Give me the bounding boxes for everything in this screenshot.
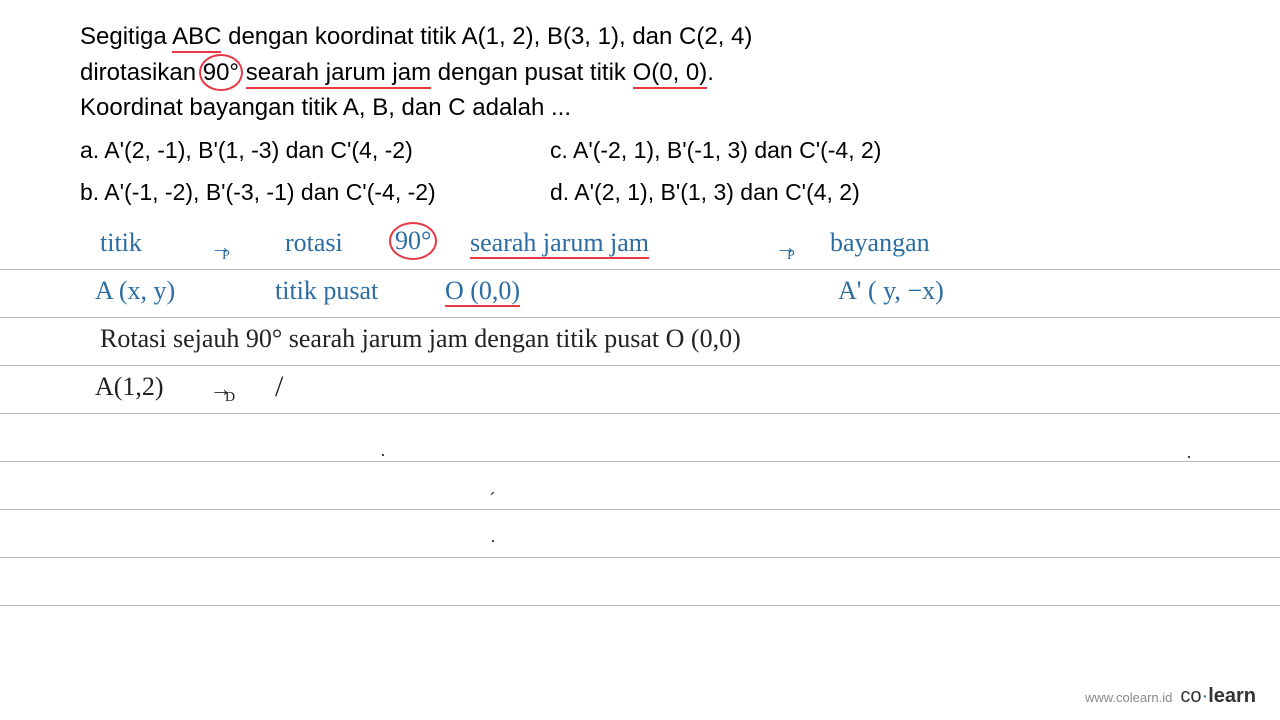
hw-titik: titik [100, 228, 142, 258]
hw-rotasi: rotasi [285, 228, 343, 258]
hw-aprime: A' ( y, −x) [838, 276, 944, 306]
ruled-line-7: · [0, 510, 1280, 558]
q1-pre: Segitiga [80, 23, 172, 50]
ruled-line-1: titik → P rotasi 90° searah jarum jam → … [0, 222, 1280, 270]
hw-searah: searah jarum jam [470, 228, 649, 258]
ruled-line-4: A(1,2) → D / [0, 366, 1280, 414]
hw-titik-pusat: titik pusat [275, 276, 378, 306]
hw-a12: A(1,2) [95, 372, 164, 402]
hw-rotasi-line: Rotasi sejauh 90° searah jarum jam denga… [100, 324, 741, 354]
hw-o00: O (0,0) [445, 276, 520, 306]
options-row-1: a. A'(2, -1), B'(1, -3) dan C'(4, -2) c.… [80, 133, 1200, 168]
option-c: c. A'(-2, 1), B'(-1, 3) dan C'(-4, 2) [550, 133, 1200, 168]
handwriting-area: titik → P rotasi 90° searah jarum jam → … [0, 222, 1280, 654]
q2-pre: dirotasikan [80, 59, 203, 86]
q2-post: dengan pusat titik [431, 59, 632, 86]
mark-3: · [490, 530, 496, 551]
mark-2: ´ [490, 490, 496, 511]
brand-co: co [1180, 685, 1201, 707]
option-a: a. A'(2, -1), B'(1, -3) dan C'(4, -2) [80, 133, 550, 168]
ruled-line-9 [0, 606, 1280, 654]
q2-angle-circled: 90° [203, 56, 239, 90]
q2-pusat: O(0, 0) [633, 59, 708, 89]
ruled-line-2: A (x, y) titik pusat O (0,0) A' ( y, −x) [0, 270, 1280, 318]
hw-sub-p2: P [787, 248, 795, 264]
footer-url: www.colearn.id [1085, 690, 1172, 705]
brand-learn: learn [1208, 685, 1256, 707]
hw-sub-d: D [225, 390, 235, 406]
question-line-1: Segitiga ABC dengan koordinat titik A(1,… [80, 20, 1200, 54]
q1-post: dengan koordinat titik A(1, 2), B(3, 1),… [221, 23, 752, 50]
ruled-line-6: ´ [0, 462, 1280, 510]
hw-angle-circle: 90° [395, 226, 431, 256]
question-line-3: Koordinat bayangan titik A, B, dan C ada… [80, 91, 1200, 125]
question-line-2: dirotasikan 90° searah jarum jam dengan … [80, 56, 1200, 90]
q2-end: . [707, 59, 714, 86]
ruled-line-3: Rotasi sejauh 90° searah jarum jam denga… [0, 318, 1280, 366]
hw-sub-p1: P [222, 248, 230, 264]
option-d: d. A'(2, 1), B'(1, 3) dan C'(4, 2) [550, 175, 1200, 210]
options-row-2: b. A'(-1, -2), B'(-3, -1) dan C'(-4, -2)… [80, 175, 1200, 210]
hw-bayangan: bayangan [830, 228, 930, 258]
footer: www.colearn.id co·learn [1085, 685, 1256, 708]
ruled-line-8 [0, 558, 1280, 606]
hw-axy: A (x, y) [95, 276, 175, 306]
q2-searah: searah jarum jam [246, 59, 431, 89]
option-b: b. A'(-1, -2), B'(-3, -1) dan C'(-4, -2) [80, 175, 550, 210]
brand-logo: co·learn [1180, 685, 1256, 708]
hw-slash: / [275, 370, 283, 404]
ruled-line-5: · · [0, 414, 1280, 462]
q1-abc: ABC [172, 23, 221, 53]
